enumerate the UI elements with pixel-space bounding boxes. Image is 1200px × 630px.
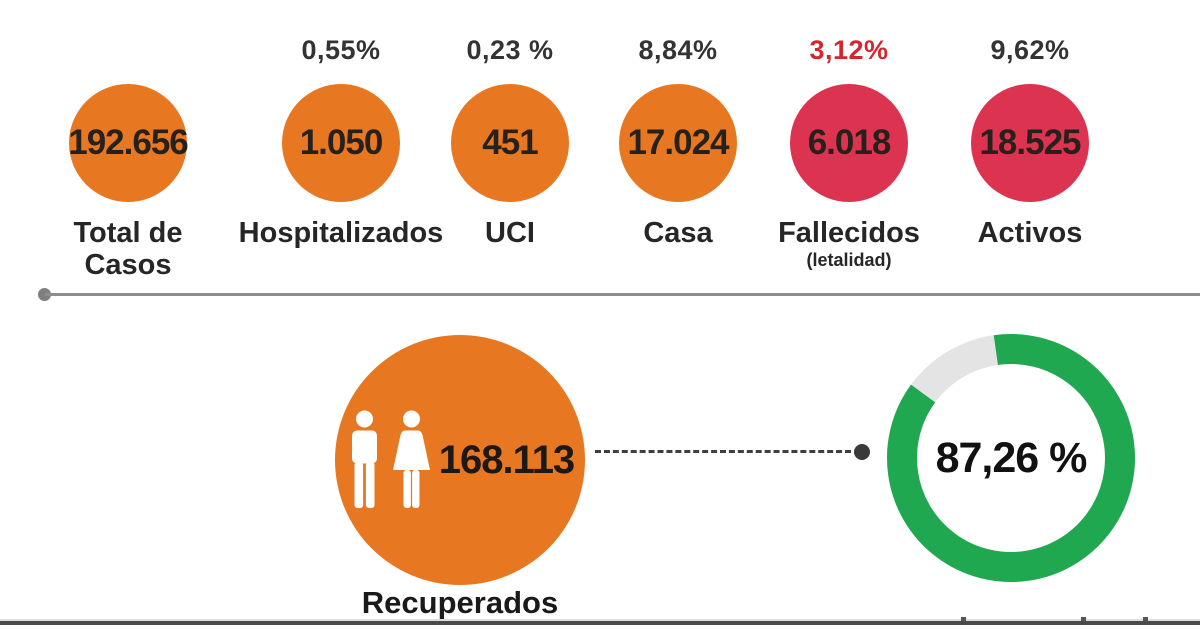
recovered-label: Recuperados: [361, 585, 559, 620]
stat-label: Hospitalizados: [238, 217, 444, 249]
donut-svg: [887, 334, 1135, 582]
stat-total-casos: 192.656 Total de Casos: [13, 28, 243, 282]
recovery-donut-chart: 87,26 %: [886, 333, 1136, 583]
stat-circle-total: 192.656: [68, 84, 189, 202]
axis-tick: [961, 617, 966, 621]
recovered-circle: 168.113: [335, 335, 585, 585]
stat-percent: [13, 28, 243, 72]
stat-value: 17.024: [627, 123, 729, 162]
stat-percent: 3,12%: [809, 35, 889, 65]
stat-circle-fallecidos: 6.018: [790, 84, 908, 202]
stat-casa: 8,84% 17.024 Casa: [563, 28, 793, 249]
man-figure-icon: [351, 410, 377, 508]
stat-label: Total de Casos: [73, 217, 183, 282]
stat-uci: 0,23 % 451 UCI: [395, 28, 625, 249]
stat-label: Fallecidos: [778, 217, 920, 249]
stat-value: 6.018: [807, 123, 892, 162]
recovered-value: 168.113: [438, 437, 575, 482]
stat-fallecidos: 3,12% 6.018 Fallecidos (letalidad): [734, 28, 964, 271]
stat-label: Casa: [643, 217, 713, 249]
stat-hospitalizados: 0,55% 1.050 Hospitalizados: [226, 28, 456, 249]
donut-percent-label: 87,26 %: [935, 433, 1088, 482]
stat-label: UCI: [485, 217, 535, 249]
stat-percent: 8,84%: [638, 35, 718, 65]
separator-end-dot: [38, 288, 51, 301]
stat-circle-hospitalizados: 1.050: [282, 84, 400, 202]
stat-value: 1.050: [299, 123, 384, 162]
axis-tick: [1081, 617, 1086, 621]
dashed-connector-line: [595, 450, 851, 453]
stat-circle-casa: 17.024: [619, 84, 737, 202]
stat-value: 18.525: [979, 123, 1081, 162]
stat-percent: 9,62%: [990, 35, 1070, 65]
woman-figure-icon: [392, 410, 430, 508]
stat-percent: 0,55%: [301, 35, 381, 65]
separator-line: [45, 293, 1200, 296]
stat-value: 192.656: [68, 123, 189, 162]
people-icons: [346, 409, 434, 511]
stat-percent: 0,23 %: [466, 35, 554, 65]
stat-circle-uci: 451: [451, 84, 569, 202]
stat-label: Activos: [977, 217, 1083, 249]
bottom-crop-line: [0, 621, 1200, 625]
stat-activos: 9,62% 18.525 Activos: [915, 28, 1145, 249]
axis-tick: [1143, 617, 1148, 621]
recovery-donut-ring: [887, 334, 1135, 582]
connector-end-dot: [854, 444, 870, 460]
stat-value: 451: [482, 123, 538, 162]
stat-sublabel: (letalidad): [806, 250, 892, 271]
stat-circle-activos: 18.525: [971, 84, 1089, 202]
